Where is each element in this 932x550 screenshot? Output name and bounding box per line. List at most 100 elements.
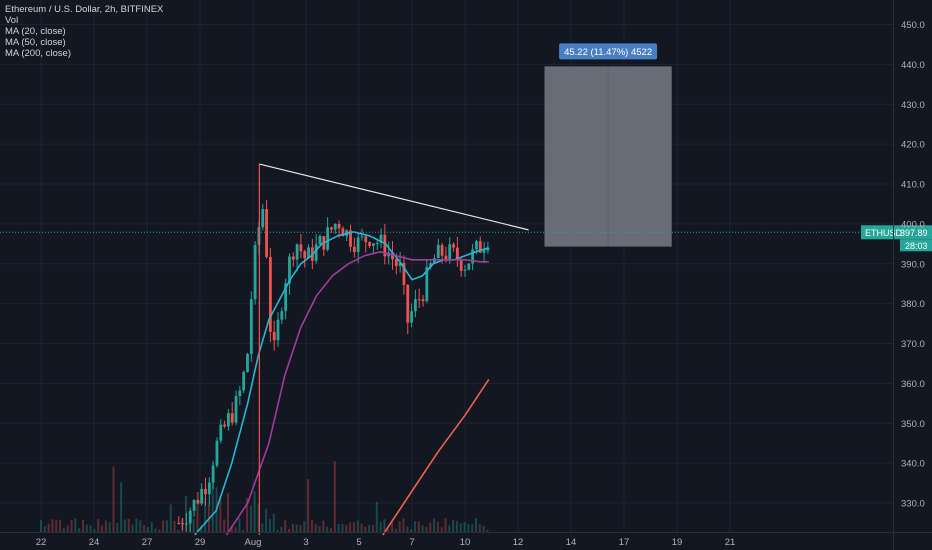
candle-body bbox=[402, 262, 406, 285]
candle-body bbox=[242, 372, 246, 391]
candle-body bbox=[276, 319, 280, 341]
volume-bar bbox=[230, 525, 233, 532]
current-price-value: 397.89 bbox=[900, 228, 928, 238]
volume-bar bbox=[165, 520, 168, 532]
volume-bar bbox=[402, 518, 405, 532]
candle-body bbox=[398, 262, 402, 267]
candle-body bbox=[478, 241, 482, 253]
volume-bar bbox=[383, 519, 386, 532]
candle-body bbox=[211, 465, 215, 483]
volume-bar bbox=[104, 520, 107, 532]
candle-body bbox=[425, 267, 429, 302]
candle-body bbox=[223, 424, 226, 427]
volume-bar bbox=[81, 519, 84, 532]
volume-bar bbox=[330, 527, 333, 532]
volume-bar bbox=[93, 529, 96, 532]
price-tick-label: 410.0 bbox=[901, 180, 925, 191]
candle-body bbox=[219, 424, 223, 441]
candle-body bbox=[394, 259, 398, 267]
volume-bar bbox=[410, 529, 413, 532]
candle-body bbox=[421, 299, 425, 302]
candle-body bbox=[185, 523, 188, 525]
volume-bar bbox=[101, 525, 104, 532]
price-tick-label: 340.0 bbox=[901, 459, 925, 470]
candle-body bbox=[471, 249, 475, 264]
volume-bar bbox=[112, 466, 115, 532]
candle-body bbox=[406, 284, 410, 323]
price-tick-label: 450.0 bbox=[901, 20, 925, 31]
volume-bar bbox=[291, 523, 294, 532]
volume-bar bbox=[459, 523, 462, 532]
candle-body bbox=[314, 244, 318, 261]
volume-bar bbox=[463, 521, 466, 532]
candle-body bbox=[272, 331, 276, 341]
candle-body bbox=[410, 311, 413, 323]
volume-bar bbox=[429, 522, 432, 532]
legend-symbol[interactable]: Ethereum / U.S. Dollar, 2h, BITFINEX bbox=[5, 4, 164, 15]
candle-body bbox=[452, 244, 455, 248]
volume-bar bbox=[478, 524, 481, 532]
volume-bar bbox=[398, 521, 401, 532]
candle-body bbox=[318, 236, 322, 245]
time-tick-label: 7 bbox=[409, 537, 414, 548]
volume-bar bbox=[192, 518, 195, 532]
volume-bar bbox=[444, 518, 447, 532]
volume-bar bbox=[47, 523, 50, 532]
volume-bar bbox=[249, 505, 252, 532]
timer-badge bbox=[900, 239, 932, 252]
legend-ma50[interactable]: MA (50, close) bbox=[5, 37, 66, 48]
candle-body bbox=[268, 256, 272, 332]
candle-body bbox=[337, 223, 341, 229]
candle-body bbox=[261, 209, 265, 228]
volume-bar bbox=[131, 524, 134, 532]
volume-bar bbox=[116, 523, 119, 532]
volume-bar bbox=[379, 522, 382, 532]
volume-bar bbox=[139, 520, 142, 532]
moving-averages bbox=[194, 231, 490, 536]
volume-bar bbox=[375, 501, 378, 532]
candle-body bbox=[482, 250, 486, 253]
candle-body bbox=[429, 263, 433, 268]
candle-body bbox=[192, 500, 196, 511]
time-tick-label: 21 bbox=[725, 537, 736, 548]
volume-bar bbox=[204, 497, 207, 532]
timer-label: 28:03 bbox=[905, 241, 928, 251]
volume-bar bbox=[417, 521, 420, 532]
candle-body bbox=[238, 390, 242, 397]
legend-ma20[interactable]: MA (20, close) bbox=[5, 26, 66, 37]
volume-bar bbox=[299, 525, 302, 532]
candle-body bbox=[372, 243, 375, 246]
volume-bar bbox=[211, 463, 214, 532]
volume-bar bbox=[85, 524, 88, 532]
candle-body bbox=[459, 259, 463, 271]
candle-body bbox=[299, 244, 303, 252]
projection-label: 45.22 (11.47%) 4522 bbox=[564, 47, 652, 58]
candle-body bbox=[246, 353, 249, 373]
candle-body bbox=[253, 244, 257, 300]
legend-ma200[interactable]: MA (200, close) bbox=[5, 48, 71, 59]
volume-bar bbox=[394, 528, 397, 532]
volume-bar bbox=[59, 520, 62, 532]
time-tick-label: 17 bbox=[619, 537, 630, 548]
candle-body bbox=[330, 227, 333, 230]
volume-bar bbox=[238, 518, 241, 532]
volume-bar bbox=[413, 521, 416, 532]
candle-body bbox=[215, 440, 219, 466]
volume-bar bbox=[440, 527, 443, 532]
volume-bar bbox=[146, 526, 149, 532]
candle-body bbox=[417, 299, 421, 301]
time-tick-label: 27 bbox=[142, 537, 153, 548]
volume-bar bbox=[158, 529, 161, 532]
candle-body bbox=[375, 243, 379, 245]
ma200-line bbox=[382, 378, 490, 536]
legend-vol[interactable]: Vol bbox=[5, 15, 19, 26]
candle-body bbox=[265, 209, 268, 257]
volume-bar bbox=[368, 524, 371, 532]
candle-body bbox=[364, 236, 368, 243]
volume-bar bbox=[295, 524, 298, 532]
candle-body bbox=[307, 247, 310, 259]
grid bbox=[0, 0, 893, 532]
